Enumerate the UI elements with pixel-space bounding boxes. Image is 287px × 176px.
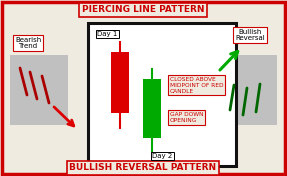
Text: Bullish
Reversal: Bullish Reversal [235, 29, 265, 42]
Bar [88, 23, 236, 166]
Text: Day 1: Day 1 [97, 31, 117, 37]
Bar [10, 55, 68, 125]
Bar [219, 55, 277, 125]
Bar [143, 79, 161, 138]
Text: CLOSED ABOVE
MIDPOINT OF RED
CANDLE: CLOSED ABOVE MIDPOINT OF RED CANDLE [170, 77, 224, 94]
Text: GAP DOWN
OPENING: GAP DOWN OPENING [170, 112, 203, 123]
Text: Day 2: Day 2 [152, 153, 172, 159]
Text: Bearish
Trend: Bearish Trend [15, 36, 41, 49]
Text: PIERCING LINE PATTERN: PIERCING LINE PATTERN [82, 5, 204, 14]
Bar [111, 52, 129, 113]
Text: BULLISH REVERSAL PATTERN: BULLISH REVERSAL PATTERN [69, 164, 217, 172]
